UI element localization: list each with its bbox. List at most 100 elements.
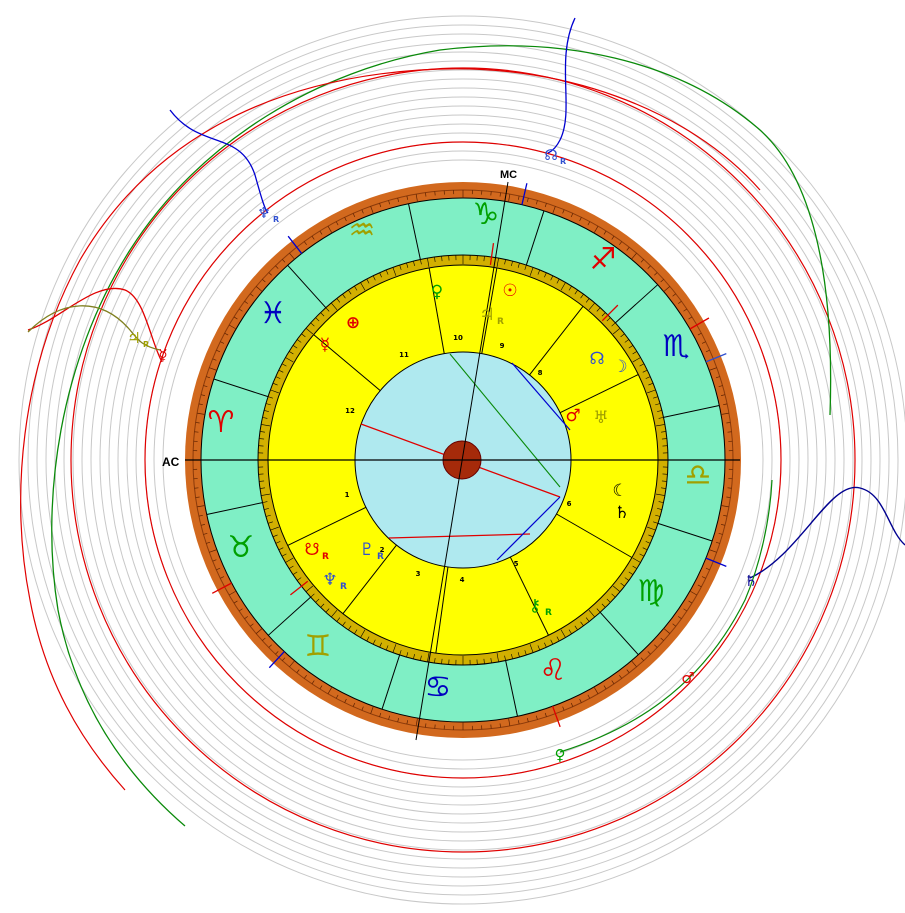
degree-tick (718, 385, 723, 388)
guide-ring (45, 42, 881, 878)
degree-tick (697, 332, 702, 336)
outer-venus-outer-icon: ♀ (555, 746, 566, 764)
degree-tick (268, 272, 272, 276)
inner-degree-tick (366, 636, 370, 642)
degree-tick (425, 192, 427, 197)
retrograde-marker: R (377, 552, 384, 562)
inner-degree-tick (348, 625, 352, 631)
degree-tick (626, 669, 630, 673)
planet-uranus-icon: ♅ (593, 408, 608, 428)
degree-tick (255, 286, 263, 292)
sign-capricorn-icon: ♑ (473, 197, 500, 232)
outer-mars-outer-icon: ♂ (681, 669, 694, 687)
sign-pisces-icon: ♓ (260, 296, 287, 331)
degree-tick (282, 259, 286, 263)
degree-tick (688, 316, 693, 320)
degree-tick (352, 213, 356, 218)
degree-tick (570, 702, 574, 707)
degree-tick (425, 723, 427, 728)
inner-degree-tick (305, 585, 314, 593)
ring-markers (211, 183, 727, 728)
degree-tick (660, 279, 664, 283)
inner-degree-ticks (258, 255, 668, 665)
green-transit-curve (51, 45, 832, 827)
inner-degree-tick (259, 438, 265, 440)
degree-tick (406, 720, 409, 725)
inner-degree-tick (427, 258, 430, 268)
degree-tick (631, 660, 637, 668)
guide-ring (117, 114, 809, 806)
degree-tick (319, 230, 323, 235)
sign-divider (657, 522, 713, 542)
sign-divider (206, 502, 263, 515)
inner-degree-tick (330, 302, 338, 311)
degree-tick (517, 195, 520, 200)
inner-degree-tick (612, 585, 621, 593)
inner-degree-tick (413, 261, 415, 267)
retrograde-marker: R (545, 608, 552, 618)
inner-degree-tick (624, 339, 630, 343)
inner-degree-tick (550, 639, 554, 645)
red-transit-curve (20, 68, 761, 791)
inner-degree-tick (278, 547, 284, 551)
degree-tick (275, 651, 279, 655)
inner-degree-tick (310, 593, 315, 598)
inner-degree-tick (483, 658, 485, 664)
degree-tick (216, 349, 221, 353)
retrograde-marker: R (340, 582, 347, 592)
guide-ring (135, 132, 791, 788)
degree-tick (654, 272, 658, 276)
sign-gemini-icon: ♊ (305, 629, 332, 664)
guide-rings (18, 15, 905, 905)
inner-degree-tick (601, 312, 606, 317)
planet-position-marker (705, 557, 727, 567)
inner-degree-tick (296, 577, 302, 581)
green-lower-curve (559, 479, 773, 753)
degree-tick (603, 685, 607, 690)
inner-degree-tick (305, 327, 314, 335)
inner-degree-tick (504, 259, 506, 265)
degree-tick (200, 394, 205, 396)
planet-position-marker (705, 353, 727, 363)
retrograde-marker: R (560, 157, 566, 166)
degree-tick (654, 644, 658, 648)
degree-tick (203, 385, 208, 388)
inner-degree-tick (612, 327, 621, 335)
inner-degree-tick (655, 424, 665, 427)
degree-tick (683, 608, 688, 612)
planet-jupiter-icon: ♃ (479, 305, 494, 325)
degree-tick (647, 651, 651, 655)
zodiac-signs: ♈ ♓ ♒ ♑ ♐ ♏ ♎ ♍ ♌ ♋ ♊ ♉ (208, 197, 712, 705)
inner-degree-tick (620, 582, 625, 587)
degree-tick (640, 259, 644, 263)
inner-degree-tick (529, 267, 534, 276)
degree-tick (705, 349, 710, 353)
inner-degree-tick (588, 302, 596, 311)
degree-tick (579, 217, 582, 222)
inner-degree-tick (611, 322, 616, 327)
degree-tick (677, 616, 682, 619)
sign-divider (663, 405, 720, 418)
planet-sun-icon: ☉ (502, 281, 517, 301)
aspect-line-red-2 (388, 533, 531, 539)
degree-tick (319, 685, 323, 690)
inner-degree-tick (325, 608, 330, 613)
inner-degree-tick (262, 417, 268, 419)
guide-ring (81, 78, 845, 842)
degree-tick (562, 209, 565, 214)
degree-tick (233, 600, 238, 604)
planet-position-marker (601, 304, 619, 322)
degree-tick (262, 637, 266, 641)
degree-tick (562, 706, 565, 711)
inner-degree-tick (265, 514, 271, 517)
planet-fortune-icon: ⊕ (346, 313, 360, 333)
inner-degree-tick (259, 431, 265, 433)
degree-tick (697, 584, 702, 588)
degree-tick (296, 669, 300, 673)
sign-libra-icon: ♎ (685, 458, 712, 493)
inner-degree-tick (556, 278, 560, 284)
inner-degree-tick (281, 553, 287, 557)
degree-tick (361, 706, 364, 711)
degree-tick (720, 505, 729, 508)
